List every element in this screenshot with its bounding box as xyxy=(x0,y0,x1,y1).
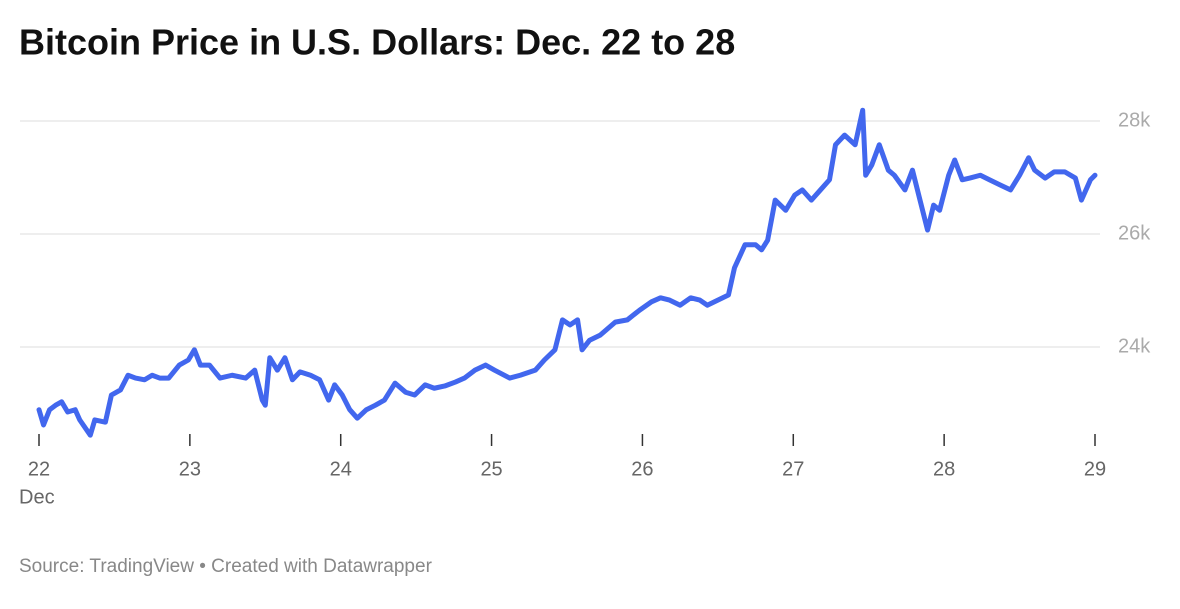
x-tick-label: 27 xyxy=(782,458,804,480)
price-line xyxy=(36,107,1098,438)
y-tick-label: 24k xyxy=(1118,335,1151,357)
x-axis-label: Dec xyxy=(19,486,55,508)
x-tick-label: 29 xyxy=(1084,458,1106,480)
chart-title: Bitcoin Price in U.S. Dollars: Dec. 22 t… xyxy=(19,22,735,63)
x-tick-label: 24 xyxy=(330,458,352,480)
y-tick-label: 28k xyxy=(1118,109,1151,131)
x-tick-label: 28 xyxy=(933,458,955,480)
x-tick-label: 23 xyxy=(179,458,201,480)
x-tick-label: 22 xyxy=(28,458,50,480)
x-tick-label: 26 xyxy=(631,458,653,480)
x-tick-label: 25 xyxy=(480,458,502,480)
y-tick-label: 26k xyxy=(1118,222,1151,244)
source: Source: TradingView • Created with Dataw… xyxy=(19,556,433,577)
